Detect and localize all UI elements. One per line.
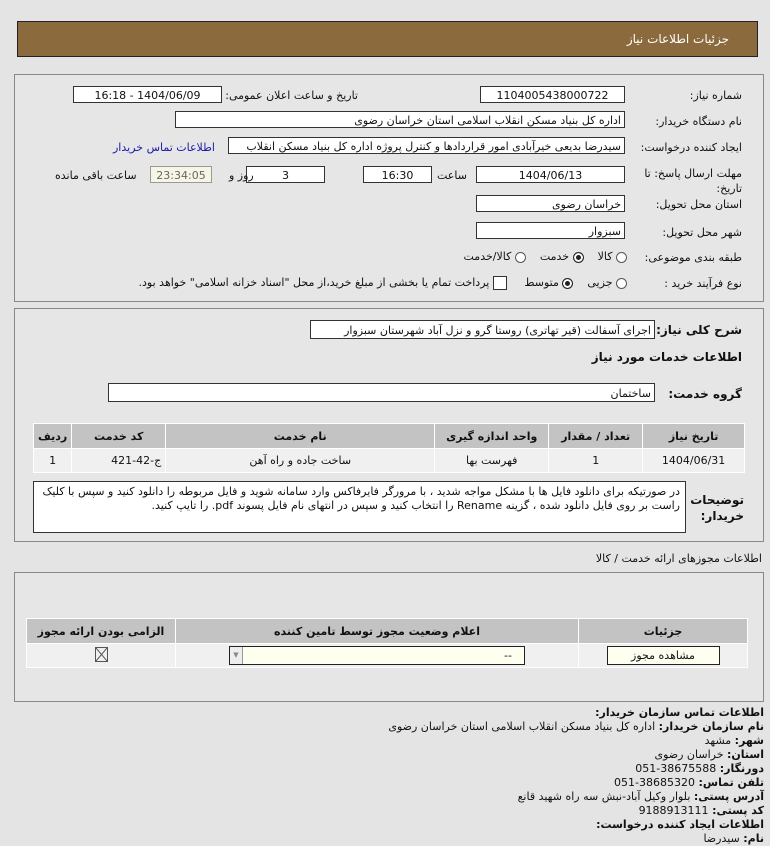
- fax-label: دورنگار:: [719, 762, 764, 775]
- radio-khedmat-label: خدمت: [539, 250, 570, 263]
- notes-field: در صورتیکه برای دانلود فایل ها با مشکل م…: [33, 481, 686, 533]
- remaining-label: ساعت باقی مانده: [55, 169, 137, 182]
- services-title: اطلاعات خدمات مورد نیاز: [591, 350, 742, 364]
- permits-header-row: الزامی بودن ارائه مجوز اعلام وضعیت مجوز …: [26, 618, 748, 644]
- radio-kala-khedmat[interactable]: [514, 251, 526, 263]
- radio-khedmat[interactable]: [572, 251, 584, 263]
- radio-kala-label: کالا: [597, 250, 613, 263]
- cell-unit: فهرست بها: [434, 448, 550, 473]
- postal-label: کد پستی:: [712, 804, 764, 817]
- category-radio-group: کالا خدمت کالا/خدمت: [463, 250, 627, 263]
- remaining-field: 23:34:05: [150, 166, 212, 183]
- deadline-date-field: 1404/06/13: [476, 166, 625, 183]
- summary-field: اجرای آسفالت (قیر تهاتری) روستا گرو و نز…: [310, 320, 655, 339]
- radio-jozi[interactable]: [616, 277, 627, 289]
- col-row: ردیف: [32, 423, 73, 449]
- city-label: شهر محل تحویل:: [662, 226, 742, 239]
- cell-name: ساخت جاده و راه آهن: [165, 448, 436, 473]
- cell-date: 1404/06/31: [642, 448, 745, 473]
- province-field: خراسان رضوی: [476, 195, 625, 212]
- radio-kala[interactable]: [616, 251, 627, 263]
- name-label: نام:: [743, 832, 764, 845]
- details-cell: مشاهده مجوز: [578, 643, 748, 668]
- group-field: ساختمان: [108, 383, 655, 402]
- phone-value: 38685320-051: [614, 776, 696, 789]
- page-title: جزئیات اطلاعات نیاز: [626, 32, 729, 46]
- mandatory-checkbox-icon: [94, 646, 108, 662]
- org-value: اداره کل بنیاد مسکن انقلاب اسلامی استان …: [388, 720, 656, 733]
- page-header: جزئیات اطلاعات نیاز: [17, 21, 758, 57]
- view-permit-button[interactable]: مشاهده مجوز: [606, 646, 720, 665]
- buyer-contact-link[interactable]: اطلاعات تماس خریدار: [113, 141, 215, 154]
- process-label: نوع فرآیند خرید :: [664, 277, 742, 290]
- cell-code: ج-42-421: [71, 448, 167, 473]
- creator-label: ایجاد کننده درخواست:: [640, 141, 742, 154]
- notes-label: توضیحات خریدار:: [690, 493, 744, 523]
- payment-text: پرداخت تمام یا بخشی از مبلغ خرید،از محل …: [138, 276, 490, 289]
- radio-kala-khedmat-label: کالا/خدمت: [463, 250, 512, 263]
- services-table: ردیف کد خدمت نام خدمت واحد اندازه گیری ت…: [32, 423, 745, 473]
- group-label: گروه خدمت:: [668, 387, 742, 401]
- deadline-time-field: 16:30: [363, 166, 432, 183]
- col-date: تاریخ نیاز: [642, 423, 745, 449]
- province-label: استان:: [727, 748, 764, 761]
- need-number-field: 1104005438000722: [480, 86, 625, 103]
- col-details: جزئیات: [578, 618, 748, 644]
- buyer-label: نام دستگاه خریدار:: [655, 115, 742, 128]
- radio-motevaset[interactable]: [562, 277, 574, 289]
- address-label: آدرس پستی:: [693, 790, 764, 803]
- table-row: 1 ج-42-421 ساخت جاده و راه آهن فهرست بها…: [32, 448, 745, 473]
- address-value: بلوار وکیل آباد-نبش سه راه شهید قانع: [517, 790, 691, 803]
- buyer-contact-info: اطلاعات تماس سازمان خریدار: نام سازمان خ…: [388, 706, 764, 846]
- city-value: مشهد: [704, 734, 732, 747]
- radio-motevaset-label: متوسط: [524, 276, 559, 289]
- city-field: سبزوار: [476, 222, 625, 239]
- col-qty: تعداد / مقدار: [548, 423, 644, 449]
- city-label: شهر:: [734, 734, 764, 747]
- province-value: خراسان رضوی: [654, 748, 724, 761]
- status-cell: -- ▼: [175, 643, 579, 668]
- cell-qty: 1: [548, 448, 644, 473]
- mandatory-cell: [26, 643, 176, 668]
- deadline-label: مهلت ارسال پاسخ: تا تاریخ:: [644, 167, 742, 195]
- status-select-value: --: [504, 649, 512, 662]
- announce-field: 1404/06/09 - 16:18: [73, 86, 222, 103]
- table-header-row: ردیف کد خدمت نام خدمت واحد اندازه گیری ت…: [32, 423, 745, 449]
- process-radio-group: جزیی متوسط پرداخت تمام یا بخشی از مبلغ خ…: [139, 276, 627, 290]
- permits-table: الزامی بودن ارائه مجوز اعلام وضعیت مجوز …: [26, 618, 748, 668]
- name-value: سیدرضا: [703, 832, 740, 845]
- creator-field: سیدرضا بدیعی خیرآبادی امور قراردادها و ک…: [228, 137, 625, 154]
- cell-row: 1: [32, 448, 73, 473]
- time-label: ساعت: [437, 169, 467, 182]
- radio-jozi-label: جزیی: [587, 276, 613, 289]
- payment-checkbox[interactable]: [492, 276, 507, 290]
- contact-title: اطلاعات تماس سازمان خریدار:: [595, 706, 764, 719]
- chevron-down-icon[interactable]: ▼: [230, 647, 243, 664]
- buyer-field: اداره کل بنیاد مسکن انقلاب اسلامی استان …: [175, 111, 625, 128]
- fax-value: 38675588-051: [635, 762, 717, 775]
- need-number-label: شماره نیاز:: [689, 89, 742, 102]
- announce-label: تاریخ و ساعت اعلان عمومی:: [225, 89, 358, 102]
- permits-title: اطلاعات مجوزهای ارائه خدمت / کالا: [595, 552, 762, 565]
- org-label: نام سازمان خریدار:: [658, 720, 764, 733]
- postal-value: 9188913111: [638, 804, 709, 817]
- col-mandatory: الزامی بودن ارائه مجوز: [26, 618, 176, 644]
- days-label: روز و: [229, 169, 254, 182]
- col-unit: واحد اندازه گیری: [434, 423, 550, 449]
- table-row: -- ▼ مشاهده مجوز: [26, 643, 748, 668]
- summary-label: شرح کلی نیاز:: [656, 323, 742, 337]
- col-name: نام خدمت: [165, 423, 436, 449]
- phone-label: تلفن تماس:: [698, 776, 764, 789]
- province-label: استان محل تحویل:: [655, 198, 742, 211]
- category-label: طبقه بندی موضوعی:: [644, 251, 742, 264]
- creator-title: اطلاعات ایجاد کننده درخواست:: [596, 818, 764, 831]
- col-status: اعلام وضعیت مجوز توسط تامین کننده: [175, 618, 579, 644]
- days-field: 3: [246, 166, 325, 183]
- col-code: کد خدمت: [71, 423, 167, 449]
- status-select[interactable]: -- ▼: [229, 646, 525, 665]
